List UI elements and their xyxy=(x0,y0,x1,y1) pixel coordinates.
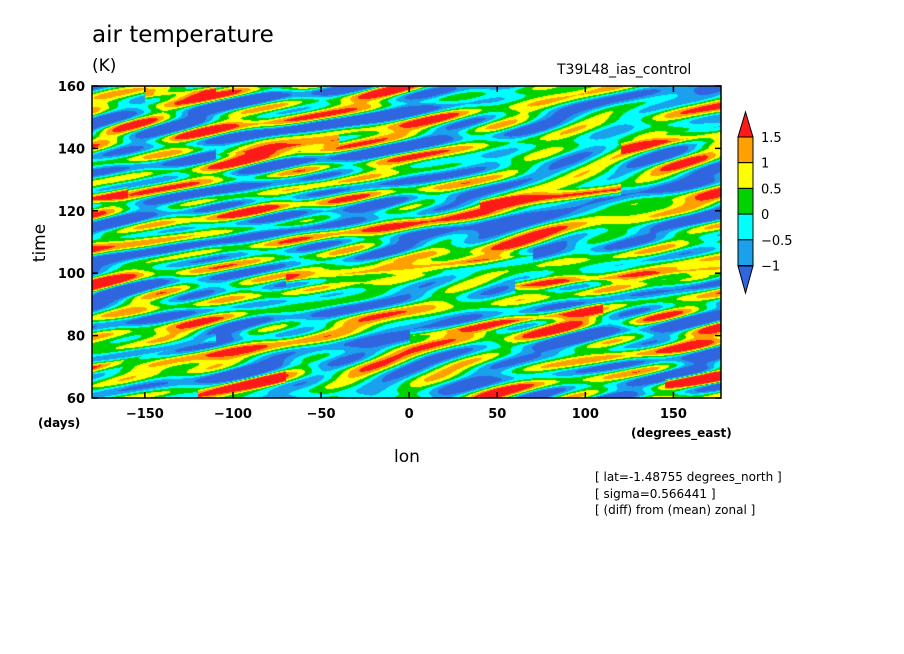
annotation-lat: [ lat=-1.48755 degrees_north ] xyxy=(595,470,782,484)
colorbar-segment xyxy=(737,213,754,241)
x-axis-label: lon xyxy=(394,447,420,467)
run-label: T39L48_ias_control xyxy=(557,62,692,78)
colorbar-label: −1 xyxy=(761,260,780,275)
y-tick-label: 80 xyxy=(67,330,85,345)
colorbar-segment xyxy=(737,187,754,215)
chart-title: air temperature xyxy=(92,22,274,48)
y-tick-label: 60 xyxy=(67,392,85,407)
x-tick-label: 100 xyxy=(572,407,599,422)
colorbar-label: 0 xyxy=(761,208,769,223)
x-tick-label: −100 xyxy=(214,407,252,422)
y-tick-label: 160 xyxy=(58,80,85,95)
x-axis-units: (degrees_east) xyxy=(631,426,732,440)
heatmap-field xyxy=(92,86,721,398)
colorbar-segment xyxy=(737,162,754,189)
y-tick-label: 100 xyxy=(58,267,85,282)
units-label: (K) xyxy=(92,56,117,76)
annotation-sigma: [ sigma=0.566441 ] xyxy=(595,487,716,501)
colorbar-segment xyxy=(737,239,754,267)
colorbar-bottom-arrow xyxy=(737,265,754,295)
annotation-diff: [ (diff) from (mean) zonal ] xyxy=(595,503,756,517)
x-tick-label: 50 xyxy=(488,407,506,422)
x-tick-label: −50 xyxy=(307,407,336,422)
colorbar-label: 1 xyxy=(761,157,769,172)
colorbar-segment xyxy=(737,136,754,164)
colorbar-label: 1.5 xyxy=(761,131,782,146)
plot-frame xyxy=(91,85,722,399)
y-axis-units: (days) xyxy=(38,416,81,430)
colorbar-top-arrow xyxy=(737,110,754,138)
colorbar-label: −0.5 xyxy=(761,234,793,249)
y-tick-label: 140 xyxy=(58,142,85,157)
colorbar-label: 0.5 xyxy=(761,182,782,197)
y-tick-label: 120 xyxy=(58,205,85,220)
x-tick-label: −150 xyxy=(126,407,164,422)
x-tick-label: 150 xyxy=(660,407,687,422)
x-tick-label: 0 xyxy=(405,407,414,422)
